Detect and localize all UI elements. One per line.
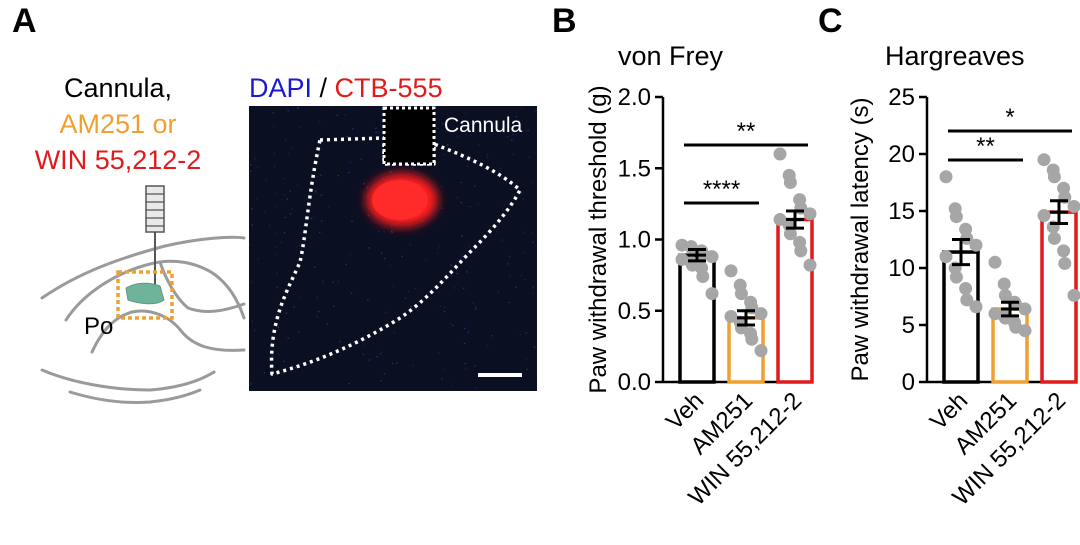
y-tick-label: 20: [888, 141, 915, 168]
data-point: [803, 207, 817, 221]
significance-label: **: [976, 133, 995, 160]
data-point: [969, 238, 983, 252]
data-point: [1067, 199, 1080, 213]
data-point: [959, 282, 973, 296]
y-tick-label: 0.5: [618, 298, 651, 325]
y-tick-label: 25: [888, 84, 915, 111]
data-point: [1037, 153, 1051, 167]
po-dotted-box: [116, 270, 174, 320]
micrograph: Cannula: [249, 106, 537, 391]
data-point: [1018, 324, 1032, 338]
significance-label: **: [737, 118, 756, 145]
data-point: [997, 277, 1011, 291]
data-point: [794, 244, 808, 258]
data-point: [1037, 209, 1051, 223]
micrograph-title: DAPI / CTB-555: [249, 73, 443, 103]
data-point: [1018, 302, 1032, 316]
brain-outline-base: [68, 388, 202, 404]
data-point: [745, 332, 759, 346]
data-point: [803, 258, 817, 272]
chart-hargreaves: Hargreaves 0 5 10 15 20 25 Paw withdrawal laten…: [847, 41, 1080, 511]
chart-title: von Frey: [618, 41, 724, 71]
micrograph-cannula-label: Cannula: [444, 114, 523, 137]
panel-letter-b: B: [552, 2, 577, 40]
significance-label: *: [1005, 104, 1014, 131]
brain-outline-inner: [90, 309, 246, 354]
data-point: [705, 250, 719, 264]
panel-letter-a: A: [12, 2, 37, 40]
y-axis-label: Paw withdrawal latency (s): [847, 97, 874, 381]
po-region-shape: [125, 282, 165, 305]
data-point: [939, 250, 953, 264]
data-point: [1057, 244, 1071, 258]
data-point: [754, 344, 768, 358]
data-point: [988, 255, 1002, 269]
y-tick-label: 0: [902, 369, 915, 396]
data-point: [1067, 288, 1080, 302]
brain-outline-lower: [40, 368, 216, 392]
data-point: [1047, 231, 1061, 245]
cannula-track: [382, 106, 436, 166]
y-tick-label: 5: [902, 312, 915, 339]
cannula-legend: Cannula, AM251 or WIN 55,212-2: [0, 70, 236, 178]
data-point: [724, 264, 738, 278]
title-separator: /: [312, 73, 335, 103]
y-tick-label: 1.5: [618, 155, 651, 182]
drug2-label: WIN 55,212-2: [34, 145, 202, 175]
data-point: [969, 300, 983, 314]
data-point: [1047, 170, 1061, 184]
po-label: Po: [84, 313, 113, 340]
data-point: [960, 293, 974, 307]
data-point: [754, 307, 768, 321]
cannula-head: [145, 185, 165, 233]
data-point: [1058, 256, 1072, 270]
cannula-label: Cannula,: [63, 73, 173, 103]
ctb-label: CTB-555: [335, 73, 443, 103]
y-axis-label: Paw withdrawal threshold (g): [585, 85, 612, 393]
chart-title: Hargreaves: [885, 41, 1025, 71]
data-point: [998, 288, 1012, 302]
y-tick-label: 15: [888, 198, 915, 225]
panel-letter-c: C: [818, 2, 843, 40]
data-point: [696, 270, 710, 284]
drug1-label: AM251 or: [59, 109, 177, 139]
dapi-label: DAPI: [249, 73, 312, 103]
data-point: [734, 287, 748, 301]
cannula-schematic: [145, 185, 165, 300]
data-point: [949, 210, 963, 224]
data-point: [705, 287, 719, 301]
region-outline: [269, 136, 522, 376]
data-point: [949, 270, 963, 284]
significance-label: ****: [703, 176, 740, 203]
data-point: [783, 176, 797, 189]
brain-outline-upper: [40, 235, 246, 300]
data-point: [939, 170, 953, 184]
brain-outline-cortex: [64, 259, 246, 322]
brain-schematic: [40, 235, 246, 404]
data-point: [773, 147, 787, 161]
y-tick-label: 2.0: [618, 84, 651, 111]
bar: [942, 250, 980, 384]
y-tick-label: 10: [888, 255, 915, 282]
data-point: [783, 227, 797, 241]
y-tick-label: 1.0: [618, 227, 651, 254]
y-tick-label: 0.0: [618, 369, 651, 396]
